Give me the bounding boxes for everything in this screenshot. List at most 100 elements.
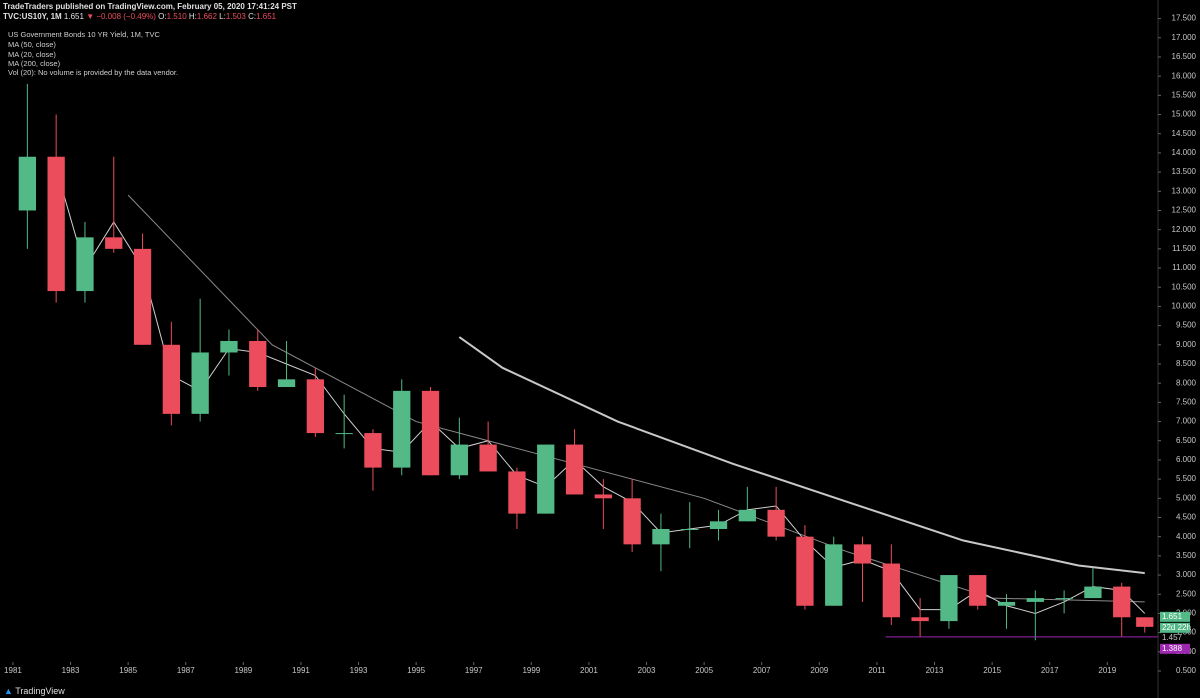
candle-body [882, 563, 900, 618]
y-tick-label: 11.000 [1172, 263, 1196, 272]
y-tick-label: 6.500 [1176, 436, 1197, 445]
y-tick-label: 16.500 [1172, 52, 1197, 61]
candle-body [796, 536, 814, 606]
candle-body [450, 444, 468, 476]
support-box [1160, 643, 1190, 654]
x-tick-label: 1983 [62, 666, 80, 675]
candle-body [565, 444, 584, 495]
volume-note: Vol (20): No volume is provided by the d… [8, 68, 179, 77]
countdown-label: 22d 22h [1162, 623, 1191, 632]
candle-body [76, 237, 94, 292]
candle-body [1136, 617, 1154, 627]
open: 1.510 [166, 12, 187, 21]
candle-body [1084, 586, 1102, 599]
x-tick-label: 1999 [522, 666, 540, 675]
candle-body [277, 379, 296, 388]
y-tick-label: 14.000 [1172, 148, 1197, 157]
candle-body [421, 390, 440, 476]
quote-line: TVC:US10Y, 1M 1.651 ▼ −0.008 (−0.49%) O:… [3, 12, 276, 21]
candle-body [825, 544, 843, 606]
o-label: O: [158, 12, 167, 21]
x-tick-label: 1989 [234, 666, 252, 675]
x-tick-label: 2009 [810, 666, 828, 675]
y-tick-label: 5.000 [1176, 493, 1197, 502]
candle-body [537, 444, 555, 514]
candle-body [18, 156, 36, 211]
y-tick-label: 4.000 [1176, 532, 1197, 541]
x-tick-label: 1981 [4, 666, 22, 675]
last-price-box [1160, 611, 1190, 622]
x-tick-label: 2007 [753, 666, 771, 675]
candle-body [306, 379, 324, 434]
change: ▼ −0.008 (−0.49%) [86, 12, 156, 21]
candle-body [911, 617, 929, 622]
candle-body [220, 340, 238, 353]
c-label: C: [248, 12, 257, 21]
high: 1.662 [196, 12, 217, 21]
symbol: TVC:US10Y, 1M [3, 12, 62, 21]
candle-body [1055, 598, 1073, 600]
candle-body [47, 156, 65, 292]
legend-entry: MA (20, close) [8, 50, 56, 59]
candle-body [997, 601, 1016, 606]
x-tick-label: 2011 [868, 666, 886, 675]
y-tick-label: 7.500 [1176, 397, 1197, 406]
publisher: TradeTraders published on TradingView.co… [3, 2, 297, 11]
x-tick-label: 2017 [1041, 666, 1059, 675]
candle-body [508, 471, 526, 514]
logo-icon: ▲ [4, 686, 13, 696]
x-tick-label: 2015 [983, 666, 1001, 675]
y-tick-label: 12.000 [1172, 225, 1197, 234]
candle-body [1113, 586, 1131, 618]
level-label: 1.457 [1162, 633, 1183, 642]
chart-title: US Government Bonds 10 YR Yield, 1M, TVC [8, 30, 160, 39]
low: 1.503 [225, 12, 246, 21]
y-tick-label: 4.500 [1176, 513, 1197, 522]
candle-body [767, 509, 785, 537]
candle-body [162, 344, 180, 414]
x-tick-label: 2019 [1098, 666, 1116, 675]
y-tick-label: 15.000 [1172, 110, 1197, 119]
countdown-box [1160, 622, 1190, 633]
y-tick-label: 8.500 [1176, 359, 1197, 368]
y-tick-label: 3.000 [1176, 570, 1197, 579]
y-tick-label: 10.500 [1172, 282, 1197, 291]
y-tick-label: 13.500 [1172, 167, 1197, 176]
brand: TradingView [15, 686, 65, 696]
legend-entry: MA (200, close) [8, 59, 61, 68]
y-tick-label: 7.000 [1176, 417, 1197, 426]
candle-body [652, 529, 670, 545]
x-tick-label: 1985 [119, 666, 137, 675]
y-tick-label: 16.000 [1172, 71, 1197, 80]
y-tick-label: 6.000 [1176, 455, 1197, 464]
candle-body [105, 237, 123, 249]
candle-body [594, 494, 612, 499]
candle-body [969, 575, 987, 606]
x-tick-label: 1995 [407, 666, 425, 675]
y-tick-label: 12.500 [1172, 206, 1197, 215]
candle-body [940, 575, 958, 622]
y-tick-label: 8.000 [1176, 378, 1197, 387]
y-tick-label: 17.500 [1172, 14, 1197, 23]
candle-body [681, 529, 699, 531]
y-tick-label: 13.000 [1172, 186, 1197, 195]
legend-entry: MA (50, close) [8, 40, 56, 49]
support-label: 1.388 [1162, 644, 1183, 653]
x-tick-label: 2001 [580, 666, 598, 675]
x-tick-label: 2013 [926, 666, 944, 675]
publisher-line: TradeTraders published on TradingView.co… [3, 2, 297, 11]
candle-body [191, 352, 209, 414]
x-tick-label: 1991 [292, 666, 310, 675]
x-tick-label: 2005 [695, 666, 713, 675]
candle-body [249, 340, 267, 388]
candle-body [393, 390, 411, 468]
candle-body [364, 433, 382, 468]
price: 1.651 [63, 12, 84, 21]
x-tick-label: 1987 [177, 666, 195, 675]
candle-body [738, 509, 756, 522]
y-tick-label: 14.500 [1172, 129, 1197, 138]
moving-average [55, 168, 1146, 614]
candle-body [1026, 598, 1044, 602]
